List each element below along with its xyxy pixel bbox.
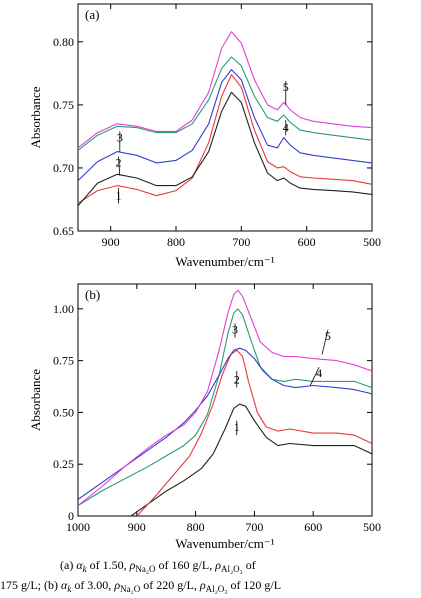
caption-a-of: of [242,558,256,572]
chart-panel-a: 900 800 700 600 500 0.65 0.70 0.75 0.80 Wavenumbe… [28,3,381,269]
y-tick-label: 0.50 [53,405,74,419]
curve-label: 5 [325,329,331,343]
caption-k-b: k [67,584,72,594]
caption-k: k [82,564,87,574]
panel-label: (b) [85,287,100,302]
series-line-1 [130,403,372,516]
series-line-1 [78,74,372,204]
curve-label: 3 [117,130,123,144]
x-axis-label: Wavenumber/cm⁻¹ [175,536,274,551]
caption-al2o3: Al₂O₃ [220,564,243,574]
series-line-2 [136,349,372,516]
y-axis-label: Absorbance [28,86,43,148]
series-line-5 [78,31,372,149]
x-tick-label: 1000 [66,520,90,534]
curve-label: 1 [234,420,240,434]
x-tick-label: 500 [363,235,381,249]
x-tick-label: 900 [128,520,146,534]
caption-alpha: α [76,558,83,572]
x-tick-label: 800 [167,235,185,249]
x-tick-label: 600 [304,520,322,534]
plot-frame [77,3,373,232]
curve-label-leader [309,367,320,386]
y-tick-label: 0.80 [53,35,74,49]
caption-b-prefix: (b) [41,578,61,592]
y-axis-label: Absorbance [28,369,43,431]
series-line-3 [78,308,372,507]
x-tick-label: 900 [102,235,120,249]
x-tick-label: 700 [245,520,263,534]
caption-b-ak-value: of 3.00, [71,578,115,592]
x-axis-label: Wavenumber/cm⁻¹ [175,254,274,269]
y-tick-label: 0.70 [53,161,74,175]
x-tick-label: 500 [363,520,381,534]
curve-label: 2 [116,156,122,170]
y-tick-label: 0.65 [53,224,74,238]
caption-a-na-value: of 160 g/L, [155,558,216,572]
y-tick-label: 0.25 [53,457,74,471]
curve-label: 2 [234,372,240,386]
chart-panel-b: 1000 900 800 700 600 500 0 0.25 0.50 0.75 1.00 Wave… [28,283,381,551]
caption-rho-al: ρ [215,558,221,572]
curve-label-leader [118,156,121,176]
caption-rho-na: ρ [129,558,136,572]
caption-a-ak-value: of 1.50, [86,558,130,572]
curve-label: 1 [116,188,122,202]
caption-na2o-b: Na₂O [120,584,141,594]
caption-line-2: 175 g/L; (b) αk of 3.00, ρNa₂O of 220 g/… [0,576,421,598]
x-tick-label: 600 [298,235,316,249]
y-tick-label: 0 [68,509,74,523]
plot-frame [77,283,373,517]
series-line-5 [78,289,372,507]
curve-label: 3 [232,323,238,337]
caption-na2o: Na₂O [135,564,156,574]
y-tick-label: 1.00 [53,302,74,316]
x-tick-label: 800 [187,520,205,534]
caption-al2o3-b: Al₂O₃ [205,584,228,594]
caption-rho-al-b: ρ [199,578,206,592]
series-line-3 [78,69,372,181]
series-line-4 [78,347,372,500]
y-tick-label: 0.75 [53,354,74,368]
curve-label: 4 [283,120,289,134]
curve-label-leader [321,329,329,355]
x-tick-label: 700 [232,235,250,249]
curve-label: 4 [316,366,322,380]
caption-alpha-b: α [61,578,68,592]
y-tick-label: 0.75 [53,98,74,112]
caption-rho-na-b: ρ [114,578,121,592]
caption-line-1: (a) αk of 1.50, ρNa₂O of 160 g/L, ρAl₂O₃… [60,556,421,578]
caption-b-al-value: of 120 g/L [227,578,282,592]
caption-a-prefix: (a) [60,558,77,572]
panel-label: (a) [85,7,99,22]
series-line-2 [78,91,372,207]
curve-label: 5 [283,80,289,94]
series-line-4 [78,56,372,151]
caption-line2-value: 175 g/L; [0,578,41,592]
caption-b-na-value: of 220 g/L, [140,578,200,592]
